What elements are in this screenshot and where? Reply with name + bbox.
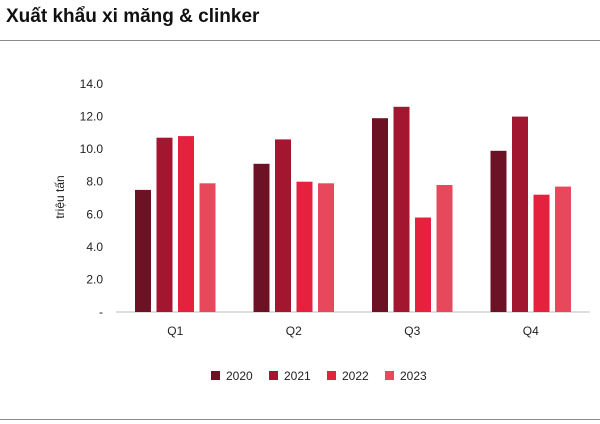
bar-q2-2023 — [318, 183, 334, 312]
bar-q1-2020 — [135, 189, 151, 312]
x-tick-label: Q3 — [404, 324, 420, 338]
y-tick-label: 12.0 — [80, 110, 104, 124]
bar-q1-2022 — [178, 136, 194, 312]
y-tick-label: 8.0 — [86, 175, 103, 189]
bar-q4-2021 — [512, 116, 528, 312]
legend-label: 2022 — [342, 369, 369, 383]
bottom-divider — [0, 419, 600, 420]
legend-label: 2021 — [284, 369, 311, 383]
legend: 2020 2021 2022 2023 — [211, 369, 427, 383]
bar-q3-2020 — [372, 118, 388, 312]
y-tick-label: - — [99, 305, 103, 319]
bar-q3-2022 — [415, 217, 431, 312]
y-tick-label: 14.0 — [80, 77, 104, 91]
bar-q2-2020 — [253, 163, 270, 312]
x-tick-label: Q2 — [286, 324, 302, 338]
y-tick-label: 10.0 — [80, 142, 104, 156]
legend-label: 2020 — [226, 369, 253, 383]
bar-q4-2023 — [555, 186, 571, 312]
bars — [135, 106, 571, 312]
x-tick-labels: Q1 Q2 Q3 Q4 — [167, 324, 539, 338]
legend-swatch-2021 — [269, 371, 278, 380]
y-tick-label: 4.0 — [86, 240, 103, 254]
bar-q3-2021 — [393, 106, 410, 312]
bar-q4-2020 — [490, 150, 507, 312]
bar-q1-2023 — [199, 183, 216, 312]
legend-label: 2023 — [400, 369, 427, 383]
bar-q1-2021 — [156, 137, 173, 312]
x-tick-label: Q1 — [167, 324, 183, 338]
bar-q2-2021 — [275, 139, 291, 312]
bar-q4-2022 — [533, 194, 550, 312]
x-tick-label: Q4 — [523, 324, 539, 338]
bar-q3-2023 — [436, 185, 453, 312]
y-axis: - 2.0 4.0 6.0 8.0 10.0 12.0 14.0 — [80, 77, 104, 319]
legend-swatch-2020 — [211, 371, 220, 380]
y-axis-label: triệu tấn — [53, 175, 67, 218]
chart-title: Xuất khẩu xi măng & clinker — [6, 6, 260, 27]
bar-q2-2022 — [296, 181, 313, 312]
legend-swatch-2023 — [385, 371, 394, 380]
legend-swatch-2022 — [327, 371, 336, 380]
y-tick-label: 2.0 — [86, 272, 103, 286]
top-divider — [0, 40, 600, 41]
y-tick-label: 6.0 — [86, 207, 103, 221]
